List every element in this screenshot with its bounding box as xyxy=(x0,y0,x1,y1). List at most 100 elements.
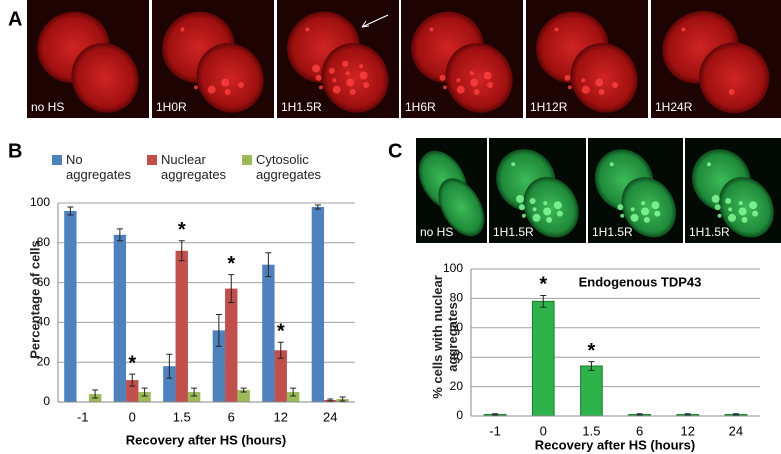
error-bar xyxy=(339,396,346,402)
y-tick-label: 40 xyxy=(37,315,51,329)
granule xyxy=(752,210,759,217)
error-bar xyxy=(240,387,247,393)
image-caption: 1H1.5R xyxy=(281,100,322,114)
bar xyxy=(138,392,151,402)
granule xyxy=(553,201,562,210)
error-bar xyxy=(92,389,99,399)
granule xyxy=(456,85,465,94)
error-bar xyxy=(732,413,739,416)
granule xyxy=(429,27,434,32)
granule xyxy=(359,64,364,69)
granule xyxy=(532,213,541,222)
granule xyxy=(332,78,337,83)
legend-text: Nuclear aggregates xyxy=(161,152,227,182)
granule xyxy=(180,27,185,32)
legend-swatch xyxy=(147,155,157,165)
granule xyxy=(543,207,552,216)
granule xyxy=(543,201,548,206)
granule xyxy=(521,213,526,218)
granule xyxy=(609,162,614,167)
granule xyxy=(483,71,492,80)
y-axis-label: Percentage of cells xyxy=(27,240,43,359)
error-bar xyxy=(636,413,643,416)
granule xyxy=(359,71,368,80)
granule xyxy=(456,78,461,83)
arrow-head xyxy=(361,20,370,28)
error-bar xyxy=(67,206,74,216)
granule xyxy=(224,89,231,96)
granule xyxy=(529,198,536,204)
nucleus xyxy=(445,43,513,113)
granule xyxy=(442,85,447,90)
granule xyxy=(598,89,605,96)
granule xyxy=(738,207,747,216)
nucleus xyxy=(719,177,774,238)
granule xyxy=(349,89,356,96)
granule xyxy=(749,201,758,210)
x-tick-label: 24 xyxy=(323,409,337,424)
nucleus xyxy=(699,42,770,114)
significance-marker: * xyxy=(178,219,186,241)
granule xyxy=(193,85,198,90)
y-tick-label: 100 xyxy=(30,195,50,209)
y-tick-label: 20 xyxy=(450,379,464,393)
image-caption: no HS xyxy=(420,225,453,239)
granule xyxy=(620,213,625,218)
significance-marker: * xyxy=(588,340,596,362)
granule xyxy=(305,27,310,32)
error-bar xyxy=(290,387,297,397)
granule xyxy=(345,71,350,76)
granule xyxy=(532,207,537,212)
granule xyxy=(346,78,355,87)
y-axis-label: % cells with nuclear aggregates xyxy=(430,275,460,399)
granule xyxy=(332,85,341,94)
nucleus xyxy=(196,43,264,113)
x-tick-label: 6 xyxy=(636,423,643,438)
legend-text: No aggregates xyxy=(66,152,132,182)
x-tick-label: 0 xyxy=(129,409,136,424)
nucleus xyxy=(621,177,677,238)
y-tick-label: 0 xyxy=(456,408,463,422)
granule xyxy=(487,81,494,88)
y-tick-label: 60 xyxy=(37,275,51,289)
granule xyxy=(728,207,733,212)
legend: No aggregates Nuclear aggregates Cytosolic… xyxy=(52,152,352,182)
granule xyxy=(630,213,639,222)
bar xyxy=(113,234,127,402)
legend-item: Cytosolic aggregates xyxy=(242,152,352,182)
granule xyxy=(312,64,321,73)
bar xyxy=(64,210,77,402)
bar xyxy=(126,380,139,402)
granule xyxy=(567,85,572,90)
x-tick-label: -1 xyxy=(489,423,501,438)
error-bar xyxy=(191,387,198,397)
error-bar xyxy=(116,228,123,242)
x-tick-label: 1.5 xyxy=(173,409,191,424)
error-bar xyxy=(314,204,321,210)
granule xyxy=(473,89,480,96)
bar xyxy=(286,392,300,402)
granule xyxy=(728,89,735,96)
bar xyxy=(163,366,176,402)
error-bar xyxy=(129,373,136,387)
error-bar xyxy=(277,341,284,359)
y-tick-label: 100 xyxy=(443,261,463,275)
x-tick-label: 6 xyxy=(228,409,235,424)
granule xyxy=(439,74,446,81)
y-tick-label: 80 xyxy=(37,235,51,249)
granule xyxy=(315,74,322,81)
granule xyxy=(617,204,624,211)
bar xyxy=(580,365,603,417)
granule xyxy=(725,198,732,204)
error-bar xyxy=(178,240,185,262)
x-tick-label: 0 xyxy=(540,423,547,438)
legend-item: Nuclear aggregates xyxy=(147,152,242,182)
x-tick-label: 24 xyxy=(729,423,743,438)
granule xyxy=(728,213,737,222)
granule xyxy=(595,78,604,87)
granule xyxy=(564,74,571,81)
significance-marker: * xyxy=(227,253,235,275)
granule xyxy=(516,194,525,203)
x-tick-label: -1 xyxy=(77,409,89,424)
